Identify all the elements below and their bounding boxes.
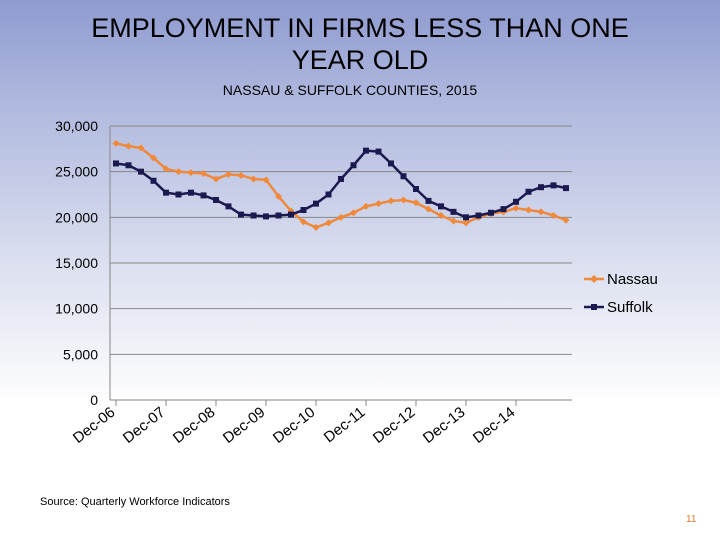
series-line-suffolk (115, 149, 567, 219)
data-point-nassau (537, 208, 545, 216)
y-tick-label: 25,000 (55, 164, 98, 180)
data-point-suffolk (413, 186, 419, 193)
data-point-nassau (162, 165, 170, 173)
x-tick-label: Dec-12 (370, 404, 419, 447)
data-point-suffolk (125, 162, 132, 169)
data-point-suffolk (350, 162, 357, 169)
data-point-suffolk (138, 168, 144, 175)
y-tick-label: 15,000 (55, 255, 98, 271)
data-point-suffolk (175, 191, 182, 198)
data-point-nassau (212, 175, 220, 183)
page-number: 11 (686, 514, 697, 525)
data-point-suffolk (463, 214, 469, 221)
data-point-suffolk (288, 211, 294, 218)
data-point-suffolk (525, 188, 532, 195)
data-point-suffolk (150, 177, 157, 184)
x-tick-label: Dec-06 (70, 404, 119, 447)
data-point-nassau (175, 168, 182, 176)
y-tick-label: 0 (90, 392, 98, 408)
data-point-nassau (237, 171, 245, 179)
data-point-suffolk (450, 208, 457, 215)
x-tick-label: Dec-09 (220, 404, 269, 447)
data-point-nassau (562, 216, 570, 224)
slide-title-line2: YEAR OLD (291, 45, 429, 75)
data-point-nassau (325, 219, 332, 227)
data-point-suffolk (388, 160, 394, 167)
data-point-suffolk (563, 185, 569, 192)
x-tick-label: Dec-08 (170, 404, 219, 447)
data-point-nassau (250, 175, 257, 183)
data-point-nassau (350, 209, 357, 217)
data-point-nassau (525, 206, 532, 214)
y-tick-label: 5,000 (63, 346, 98, 362)
data-point-suffolk (363, 147, 369, 154)
data-point-nassau (387, 197, 395, 205)
data-point-nassau (425, 205, 432, 213)
data-point-nassau (150, 154, 157, 162)
data-point-nassau (200, 169, 207, 177)
y-tick-label: 20,000 (55, 209, 98, 225)
data-point-nassau (437, 212, 445, 220)
slide-title-line1: EMPLOYMENT IN FIRMS LESS THAN ONE (91, 13, 629, 43)
source-note: Source: Quarterly Workforce Indicators (40, 496, 230, 508)
data-point-nassau (137, 144, 145, 152)
x-tick-label: Dec-07 (120, 404, 169, 447)
data-point-suffolk (425, 197, 432, 204)
data-point-suffolk (325, 191, 332, 198)
data-point-nassau (112, 139, 120, 147)
data-point-suffolk (250, 212, 257, 219)
data-point-suffolk (113, 160, 119, 167)
data-point-suffolk (513, 198, 519, 205)
data-point-nassau (400, 196, 407, 204)
data-point-nassau (262, 176, 270, 184)
data-point-nassau (337, 213, 345, 221)
data-point-suffolk (188, 189, 194, 196)
x-tick-label: Dec-13 (420, 404, 469, 447)
data-point-suffolk (338, 175, 344, 182)
data-point-suffolk (313, 200, 319, 207)
x-tick-label: Dec-14 (470, 404, 519, 447)
x-tick-label: Dec-10 (270, 404, 319, 447)
data-point-suffolk (225, 203, 232, 210)
data-point-nassau (275, 192, 282, 200)
legend-label-suffolk: Suffolk (607, 299, 653, 316)
slide-subtitle: NASSAU & SUFFOLK COUNTIES, 2015 (222, 82, 478, 98)
data-point-suffolk (163, 189, 169, 196)
data-point-nassau (412, 199, 420, 207)
data-point-nassau (450, 217, 457, 225)
data-point-nassau (187, 169, 195, 177)
data-point-suffolk (488, 209, 494, 216)
data-point-nassau (362, 202, 370, 210)
data-point-suffolk (538, 184, 544, 191)
data-point-suffolk (300, 207, 307, 214)
data-point-suffolk (400, 173, 407, 180)
legend-label-nassau: Nassau (607, 271, 658, 288)
data-point-suffolk (375, 148, 382, 155)
data-point-suffolk (475, 212, 482, 219)
data-point-nassau (375, 200, 382, 208)
data-point-suffolk (238, 211, 244, 218)
data-point-suffolk (275, 212, 282, 219)
legend-marker-nassau (590, 275, 598, 283)
data-point-suffolk (200, 192, 207, 199)
legend-marker-suffolk (591, 304, 597, 310)
slide-title: EMPLOYMENT IN FIRMS LESS THAN ONE YEAR O… (40, 12, 680, 76)
data-point-suffolk (263, 213, 269, 220)
data-point-nassau (550, 212, 557, 220)
data-point-nassau (312, 223, 320, 231)
data-point-nassau (512, 204, 520, 212)
data-point-nassau (462, 219, 470, 227)
data-point-suffolk (213, 196, 219, 203)
y-tick-label: 10,000 (55, 301, 98, 317)
data-point-nassau (125, 142, 132, 150)
x-tick-label: Dec-11 (321, 404, 369, 446)
y-tick-label: 30,000 (55, 118, 98, 134)
data-point-suffolk (550, 182, 557, 189)
data-point-nassau (300, 218, 307, 226)
data-point-nassau (225, 170, 232, 178)
data-point-suffolk (500, 206, 507, 213)
data-point-suffolk (438, 203, 444, 210)
